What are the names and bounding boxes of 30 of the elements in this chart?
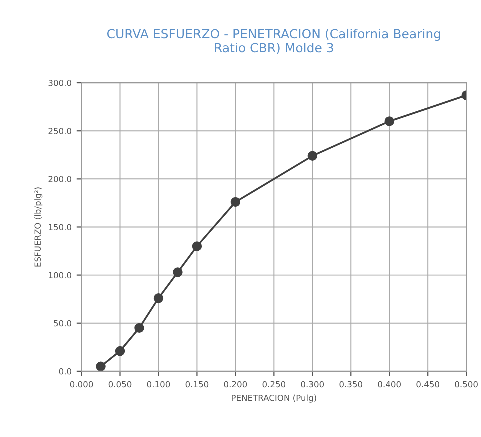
y-tick-label: 100.0	[49, 272, 72, 279]
y-tick-label: 150.0	[49, 224, 72, 231]
point	[230, 197, 241, 208]
x-axis-title: PENETRACION (Pulg)	[232, 394, 316, 403]
y-tick-label: 0.0	[59, 368, 72, 375]
y-tick-label: 300.0	[48, 80, 72, 86]
x-tick-label: 0.250	[262, 381, 286, 388]
chart-title: CURVA ESFUERZO - PENETRACION (California Bearing Ratio CBR) Molde 3	[107, 28, 440, 54]
x-tick-label: 0.000	[70, 381, 94, 388]
point	[192, 242, 202, 252]
point	[96, 362, 106, 372]
x-tick-label: 0.150	[186, 381, 209, 388]
y-tick-label: 50.0	[54, 320, 72, 327]
x-tick-label: 0.500	[455, 381, 478, 388]
y-axis-title: ESFUERZO (lb/plg²)	[34, 188, 43, 267]
y-tick-label: 200.0	[48, 176, 72, 182]
x-tick-label: 0.350	[340, 381, 363, 388]
point	[154, 294, 164, 304]
point	[115, 346, 126, 356]
x-tick-label: 0.200	[224, 381, 248, 388]
x-tick-label: 0.050	[108, 381, 132, 388]
y-tick-label: 250.0	[48, 128, 72, 134]
point	[308, 151, 318, 161]
x-tick-label: 0.300	[301, 381, 324, 388]
x-tick-label: 0.400	[378, 381, 401, 388]
x-tick-label: 0.100	[147, 381, 170, 388]
point	[173, 268, 183, 278]
point	[134, 323, 144, 334]
point	[384, 116, 394, 126]
x-tick-label: 0.450	[416, 381, 440, 388]
